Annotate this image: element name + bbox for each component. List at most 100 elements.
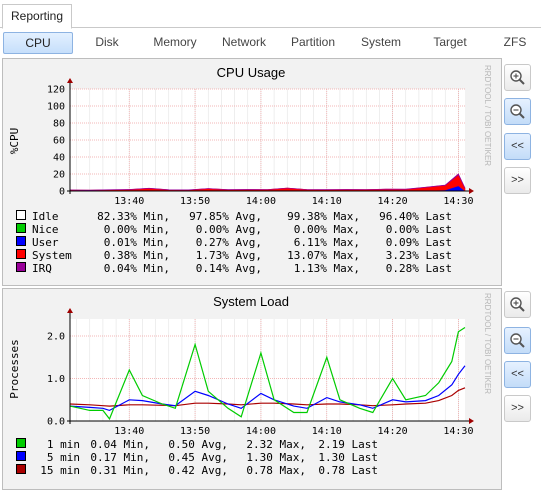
legend-avg: 97.85% Avg, [189,210,262,223]
top-tab-bar: Reporting [0,0,541,29]
x-tick-label: 14:10 [312,196,342,207]
x-tick-label: 14:00 [246,196,276,207]
y-tick-label: 1.0 [47,374,65,385]
legend-avg: 0.42 Avg, [168,464,228,477]
forward-button[interactable]: >> [504,395,531,422]
zoom-in-icon [510,70,525,85]
legend-name: 5 min [46,451,80,464]
legend-row-user: User 0.01% Min, 0.27% Avg, 6.11% Max, 0.09% … [16,236,452,249]
load-chart-title: System Load [213,294,289,309]
legend-avg: 0.27% Avg, [195,236,262,249]
x-tick-label: 13:40 [114,426,144,437]
y-tick-label: 0 [59,187,65,198]
legend-name: System [32,249,72,262]
x-tick-label: 14:00 [246,426,276,437]
subtab-zfs[interactable]: ZFS [503,35,527,49]
tab-reporting[interactable]: Reporting [2,4,73,29]
y-tick-label: 60 [53,136,65,147]
zoom-out-button[interactable] [504,98,531,125]
cpu-plot-area: 13:40 13:50 14:00 14:10 14:20 14:30 120 100 80 60… [47,78,474,207]
legend-min: 0.04% Min, [103,262,170,275]
x-tick-label: 13:50 [180,426,210,437]
legend-last: 1.30 Last [318,451,378,464]
legend-min: 0.38% Min, [103,249,170,262]
legend-min: 82.33% Min, [97,210,170,223]
legend-max: 99.38% Max, [287,210,360,223]
subtab-target[interactable]: Target [433,35,467,49]
legend-swatch-15min [16,464,26,474]
legend-max: 13.07% Max, [287,249,360,262]
subtab-memory[interactable]: Memory [153,35,197,49]
legend-min: 0.01% Min, [103,236,170,249]
y-tick-label: 20 [53,170,65,181]
legend-swatch-nice [16,223,26,233]
y-tick-label: 2.0 [47,332,65,343]
legend-name: 15 min [40,464,80,477]
legend-max: 1.13% Max, [293,262,360,275]
x-tick-label: 14:20 [378,426,408,437]
legend-avg: 0.14% Avg, [195,262,262,275]
zoom-in-button[interactable] [504,64,531,91]
zoom-in-button[interactable] [504,291,531,318]
subtab-bar: CPU Disk Memory Network Partition System… [0,28,541,56]
subtab-cpu[interactable]: CPU [3,32,73,54]
rrdtool-watermark: RRDTOOL / TOBI OETIKER [483,65,492,166]
series-line-15min [69,387,466,407]
legend-avg: 1.73% Avg, [195,249,262,262]
legend-last: 0.09% Last [385,236,452,249]
legend-max: 1.30 Max, [246,451,306,464]
legend-name: 1 min [46,438,80,451]
rrdtool-watermark: RRDTOOL / TOBI OETIKER [483,293,492,394]
load-plot-area: 13:40 13:50 14:00 14:10 14:20 14:30 2.0 1.0 0.0 [47,308,474,437]
legend-swatch-1min [16,438,26,448]
load-legend: 1 min 0.04 Min, 0.50 Avg, 2.32 Max, 2.19 Las… [16,438,486,480]
y-tick-label: 0.0 [47,417,65,428]
series-line-1min [69,326,466,421]
legend-swatch-user [16,236,26,246]
legend-last: 0.28% Last [385,262,452,275]
y-tick-label: 80 [53,119,65,130]
legend-swatch-idle [16,210,26,220]
legend-row-irq: IRQ 0.04% Min, 0.14% Avg, 1.13% Max, 0.28% L… [16,262,452,275]
legend-avg: 0.50 Avg, [168,438,228,451]
y-tick-label: 120 [47,85,65,96]
legend-min: 0.31 Min, [90,464,150,477]
zoom-in-icon [510,297,525,312]
zoom-out-button[interactable] [504,327,531,354]
legend-name: Idle [32,210,59,223]
back-button[interactable]: << [504,361,531,388]
cpu-legend: Idle 82.33% Min, 97.85% Avg, 99.38% Max, 96.… [16,210,486,280]
subtab-disk[interactable]: Disk [95,35,119,49]
legend-swatch-irq [16,262,26,272]
subtab-system[interactable]: System [360,35,401,49]
legend-row-15min: 15 min 0.31 Min, 0.42 Avg, 0.78 Max, 0.78 La… [16,464,378,477]
legend-last: 0.78 Last [318,464,378,477]
forward-button[interactable]: >> [504,167,531,194]
legend-name: IRQ [32,262,52,275]
x-tick-label: 14:30 [443,196,473,207]
x-tick-label: 13:40 [114,196,144,207]
subtab-partition[interactable]: Partition [290,35,336,49]
legend-row-idle: Idle 82.33% Min, 97.85% Avg, 99.38% Max, 96.… [16,210,452,223]
x-axis-arrow [469,188,474,194]
back-button[interactable]: << [504,133,531,160]
plot-background [70,89,465,191]
y-tick-label: 40 [53,153,65,164]
subtab-network[interactable]: Network [221,35,266,49]
x-axis-arrow [469,418,474,424]
legend-last: 96.40% Last [379,210,452,223]
zoom-out-icon [510,333,525,348]
legend-avg: 0.45 Avg, [168,451,228,464]
legend-row-nice: Nice 0.00% Min, 0.00% Avg, 0.00% Max, 0.00% … [16,223,452,236]
system-load-panel: System Load Processes RRDTOOL / TOBI OET… [2,288,502,490]
legend-avg: 0.00% Avg, [195,223,262,236]
legend-max: 2.32 Max, [246,438,306,451]
legend-last: 3.23% Last [385,249,452,262]
y-axis-arrow [67,78,73,83]
x-tick-label: 14:30 [443,426,473,437]
legend-row-1min: 1 min 0.04 Min, 0.50 Avg, 2.32 Max, 2.19 Las… [16,438,378,451]
legend-max: 0.00% Max, [293,223,360,236]
y-axis-arrow [67,308,73,313]
legend-name: Nice [32,223,59,236]
y-tick-label: 100 [47,102,65,113]
